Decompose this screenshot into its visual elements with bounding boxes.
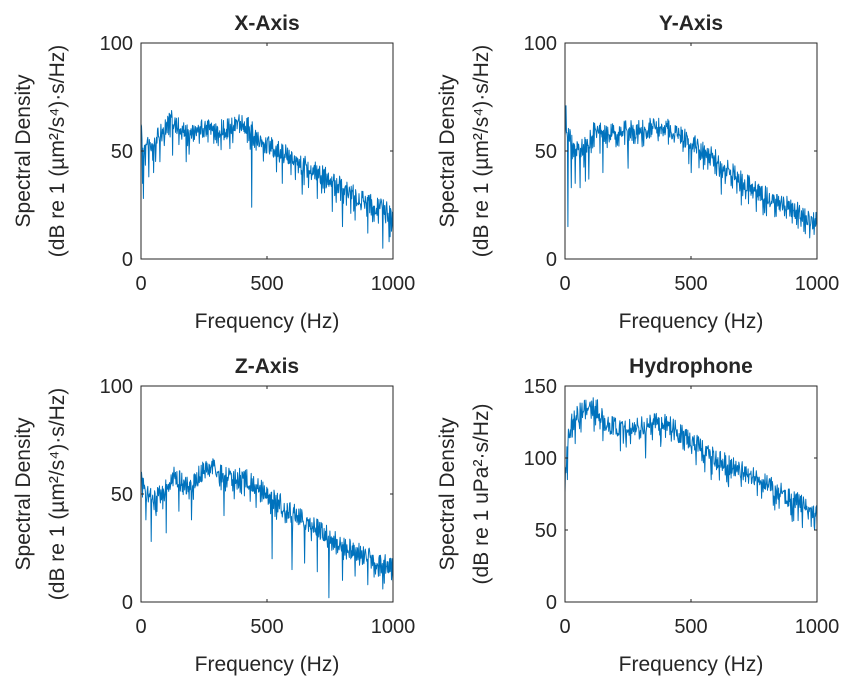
y-axis-title: Y-Axis <box>659 12 723 35</box>
y-axis-subplot: 0 500 1000 0 50 100 Y-Axis Frequency (Hz) Spectr… <box>436 12 839 333</box>
z-axis-xlabel: Frequency (Hz) <box>195 653 340 676</box>
x-axis-spectrum-line <box>140 110 394 249</box>
hydrophone-ylabel-line1: Spectral Density <box>436 417 459 570</box>
x-axis-subplot: 0 500 1000 0 50 100 X-Axis Frequency (Hz) Spectr… <box>12 12 415 333</box>
z-axis-subplot: 0 500 1000 0 50 100 Z-Axis Frequency (Hz) Spectr… <box>12 355 415 676</box>
z-axis-xtick-label: 1000 <box>371 616 416 638</box>
x-axis-xlabel: Frequency (Hz) <box>195 310 340 333</box>
hydrophone-xtick-label: 0 <box>559 616 570 638</box>
y-axis-ylabel-line2: (dB re 1 (µm²/s⁴)·s/Hz) <box>470 45 493 257</box>
x-axis-xtick-label: 500 <box>250 273 283 295</box>
z-axis-ylabel-line1: Spectral Density <box>12 417 35 570</box>
y-axis-ylabel-line1: Spectral Density <box>436 74 459 227</box>
x-axis-ytick-label: 0 <box>122 249 133 271</box>
x-axis-ytick-label: 50 <box>111 141 133 163</box>
y-axis-spectrum-line <box>564 105 818 239</box>
z-axis-spectrum-line <box>140 458 394 599</box>
z-axis-ytick-label: 0 <box>122 592 133 614</box>
x-axis-ylabel-line2: (dB re 1 (µm²/s⁴)·s/Hz) <box>46 45 69 257</box>
z-axis-xtick-label: 0 <box>135 616 146 638</box>
hydrophone-xtick-label: 500 <box>674 616 707 638</box>
y-axis-ytick-label: 100 <box>524 33 557 55</box>
hydrophone-title: Hydrophone <box>629 355 753 378</box>
y-axis-xtick-label: 0 <box>559 273 570 295</box>
x-axis-ylabel-line1: Spectral Density <box>12 74 35 227</box>
y-axis-xtick-label: 500 <box>674 273 707 295</box>
z-axis-ytick-label: 50 <box>111 484 133 506</box>
y-axis-ytick-label: 0 <box>546 249 557 271</box>
hydrophone-ytick-label: 0 <box>546 592 557 614</box>
hydrophone-spectrum-line <box>564 397 818 531</box>
hydrophone-xlabel: Frequency (Hz) <box>619 653 764 676</box>
z-axis-xtick-label: 500 <box>250 616 283 638</box>
z-axis-ylabel-line2: (dB re 1 (µm²/s⁴)·s/Hz) <box>46 388 69 600</box>
hydrophone-ylabel-line2: (dB re 1 uPa²·s/Hz) <box>470 404 493 585</box>
x-axis-xtick-label: 0 <box>135 273 146 295</box>
y-axis-xtick-label: 1000 <box>795 273 840 295</box>
z-axis-title: Z-Axis <box>235 355 299 378</box>
hydrophone-subplot: 0 500 1000 0 50 100 150 Hydrophone Frequency (Hz… <box>436 355 839 676</box>
x-axis-xtick-label: 1000 <box>371 273 416 295</box>
y-axis-ytick-label: 50 <box>535 141 557 163</box>
x-axis-ytick-label: 100 <box>100 33 133 55</box>
y-axis-xlabel: Frequency (Hz) <box>619 310 764 333</box>
hydrophone-ytick-label: 100 <box>524 448 557 470</box>
z-axis-ytick-label: 100 <box>100 376 133 398</box>
x-axis-title: X-Axis <box>234 12 299 35</box>
hydrophone-xtick-label: 1000 <box>795 616 840 638</box>
hydrophone-ytick-label: 50 <box>535 520 557 542</box>
hydrophone-ytick-label: 150 <box>524 376 557 398</box>
